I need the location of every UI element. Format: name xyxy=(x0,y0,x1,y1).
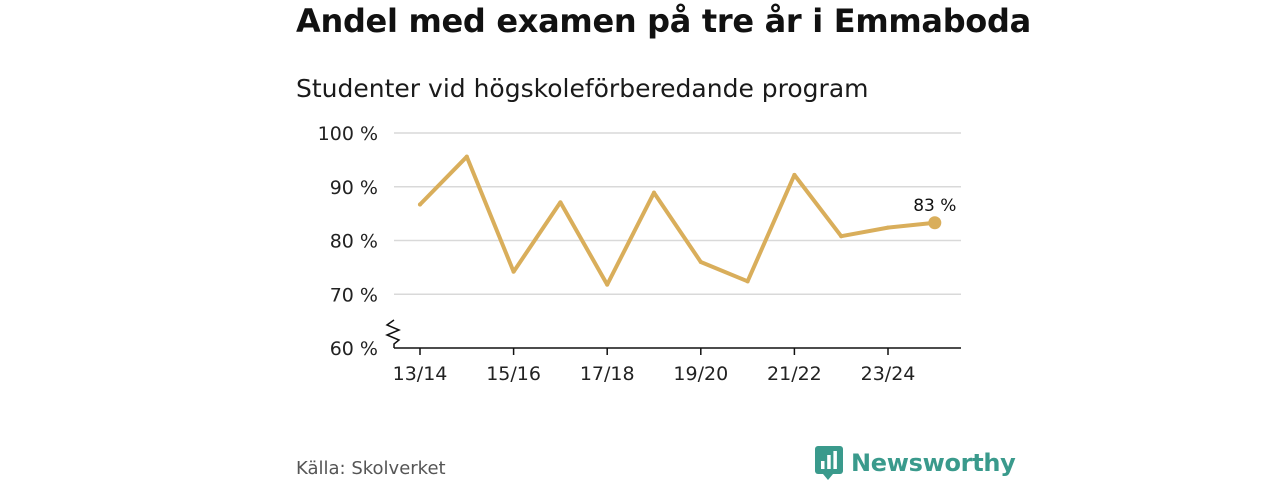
y-tick-label: 70 % xyxy=(330,284,378,306)
data-point xyxy=(605,282,610,287)
data-point xyxy=(745,279,750,284)
brand-name: Newsworthy xyxy=(851,449,1016,477)
chart-subtitle: Studenter vid högskoleförberedande progr… xyxy=(296,74,869,103)
x-tick-label: 19/20 xyxy=(673,363,728,385)
data-point xyxy=(886,225,890,230)
data-point xyxy=(792,172,797,177)
chart-title: Andel med examen på tre år i Emmaboda xyxy=(296,2,1031,40)
data-point xyxy=(418,202,422,207)
end-value-label: 83 % xyxy=(913,196,956,216)
data-point xyxy=(652,190,656,195)
bar-chart-logo-icon xyxy=(815,446,843,480)
x-tick-label: 17/18 xyxy=(580,363,635,385)
x-tick-label: 21/22 xyxy=(767,363,822,385)
source-note: Källa: Skolverket xyxy=(296,458,446,479)
last-data-point xyxy=(928,216,942,230)
data-point xyxy=(698,260,703,264)
data-point xyxy=(464,154,469,159)
y-tick-label: 80 % xyxy=(330,231,378,253)
series-line xyxy=(418,154,937,287)
data-point xyxy=(511,269,516,274)
data-point xyxy=(558,200,563,205)
y-tick-label: 60 % xyxy=(330,338,378,360)
brand-logo: Newsworthy xyxy=(815,446,1016,480)
y-axis-tick-labels: 60 % 70 % 80 % 90 % 100 % xyxy=(318,123,378,360)
y-tick-label: 100 % xyxy=(318,123,378,145)
axis-break-icon xyxy=(385,319,401,348)
x-axis xyxy=(385,319,961,349)
data-point xyxy=(839,234,844,239)
y-tick-label: 90 % xyxy=(330,177,378,199)
series-layer: 83 % xyxy=(418,154,956,287)
x-tick-label: 13/14 xyxy=(393,363,448,385)
x-axis-tick-labels: 13/14 15/16 17/18 19/20 21/22 23/24 xyxy=(393,348,916,385)
x-tick-label: 15/16 xyxy=(486,363,541,385)
gridlines xyxy=(394,132,961,295)
x-tick-label: 23/24 xyxy=(861,363,916,385)
